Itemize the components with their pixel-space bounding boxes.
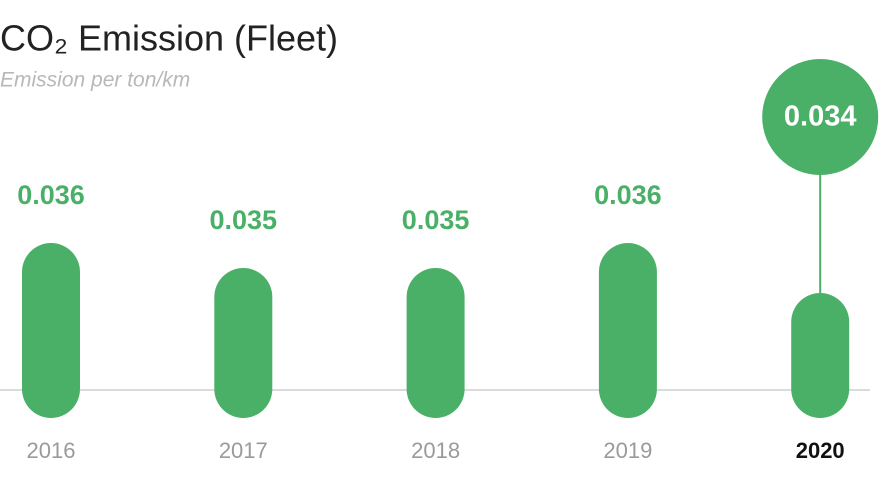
value-bubble [762,59,879,175]
bar [406,268,465,418]
value-label: 0.035 [210,205,278,235]
chart-subtitle: Emission per ton/km [0,69,190,92]
value-label: 0.036 [17,180,85,210]
bar [791,293,850,418]
x-tick-label: 2020 [796,438,845,463]
x-tick-label: 2019 [603,438,652,463]
bar [214,268,273,418]
value-label: 0.036 [594,180,662,210]
x-tick-label: 2017 [219,438,268,463]
bar [22,243,80,418]
x-tick-label: 2016 [27,438,76,463]
chart-title: CO₂ Emission (Fleet) [0,18,338,59]
bar [598,243,657,418]
value-label: 0.035 [402,205,470,235]
x-tick-label: 2018 [411,438,460,463]
value-label: 0.034 [784,101,857,133]
